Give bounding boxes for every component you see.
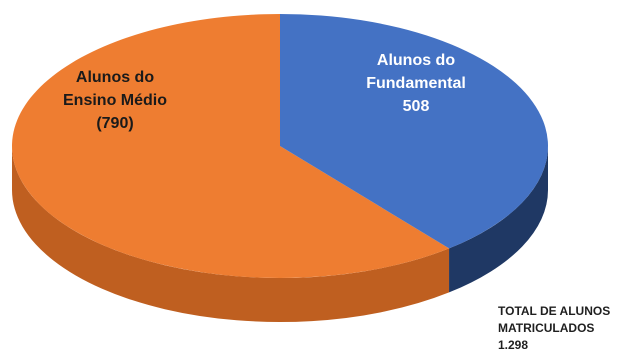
pie-slice-ensino-medio	[11, 14, 450, 278]
total-line-2: MATRICULADOS	[498, 321, 595, 335]
slice-label-ensino-medio: Alunos do Ensino Médio (790)	[63, 69, 167, 132]
total-annotation: TOTAL DE ALUNOS MATRICULADOS 1.298	[498, 303, 610, 354]
slice-label-fundamental: Alunos do Fundamental 508	[366, 52, 466, 115]
pie-slice-side-fundamental	[449, 146, 548, 293]
pie-slice-side-ensino-medio	[12, 146, 450, 323]
pie-slice-fundamental	[280, 14, 548, 249]
total-line-1: TOTAL DE ALUNOS	[498, 304, 611, 318]
total-value: 1.298	[498, 338, 529, 352]
